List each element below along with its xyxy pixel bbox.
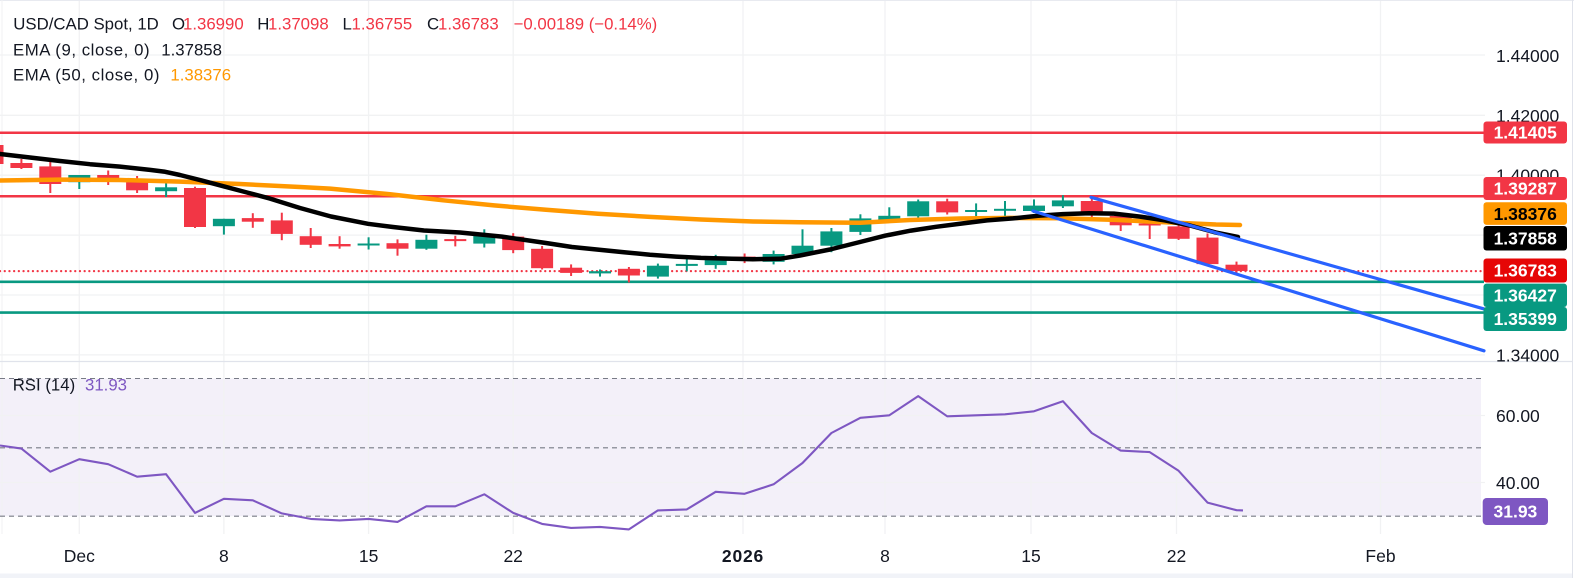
svg-text:C: C [427,14,439,33]
svg-text:1.35399: 1.35399 [1494,309,1558,329]
svg-text:31.93: 31.93 [85,375,127,394]
svg-text:L: L [343,14,352,33]
svg-text:8: 8 [880,546,890,566]
svg-text:40.00: 40.00 [1496,473,1540,493]
svg-text:1.36427: 1.36427 [1494,286,1557,306]
svg-text:1.44000: 1.44000 [1496,46,1560,66]
svg-text:1.38376: 1.38376 [1494,204,1558,224]
svg-text:1.37858: 1.37858 [161,41,222,60]
svg-text:1.36990: 1.36990 [183,14,244,33]
svg-text:1.36783: 1.36783 [1494,261,1558,281]
svg-text:1.41405: 1.41405 [1494,123,1558,143]
svg-text:1.42000: 1.42000 [1496,106,1560,126]
svg-text:1.36755: 1.36755 [352,14,413,33]
svg-text:60.00: 60.00 [1496,406,1540,426]
svg-text:1.37098: 1.37098 [268,14,329,33]
svg-text:15: 15 [1021,546,1040,566]
svg-text:1.39287: 1.39287 [1494,179,1557,199]
svg-text:O: O [172,14,185,33]
svg-text:1.38376: 1.38376 [170,65,231,84]
svg-text:−0.00189 (−0.14%): −0.00189 (−0.14%) [514,14,658,33]
svg-text:Feb: Feb [1365,546,1395,566]
svg-text:RSI (14): RSI (14) [13,375,75,394]
svg-text:USD/CAD Spot, 1D: USD/CAD Spot, 1D [13,14,158,33]
svg-text:15: 15 [359,546,378,566]
svg-text:22: 22 [1167,546,1186,566]
svg-text:EMA (50, close, 0): EMA (50, close, 0) [13,65,160,84]
svg-text:22: 22 [503,546,522,566]
svg-text:Dec: Dec [64,546,95,566]
svg-text:1.37858: 1.37858 [1494,228,1558,248]
svg-text:2026: 2026 [722,546,764,566]
svg-text:1.34000: 1.34000 [1496,345,1560,365]
svg-text:8: 8 [219,546,229,566]
svg-text:H: H [257,14,269,33]
svg-text:1.36783: 1.36783 [438,14,499,33]
svg-text:EMA (9, close, 0): EMA (9, close, 0) [13,41,150,60]
svg-text:31.93: 31.93 [1494,502,1538,522]
